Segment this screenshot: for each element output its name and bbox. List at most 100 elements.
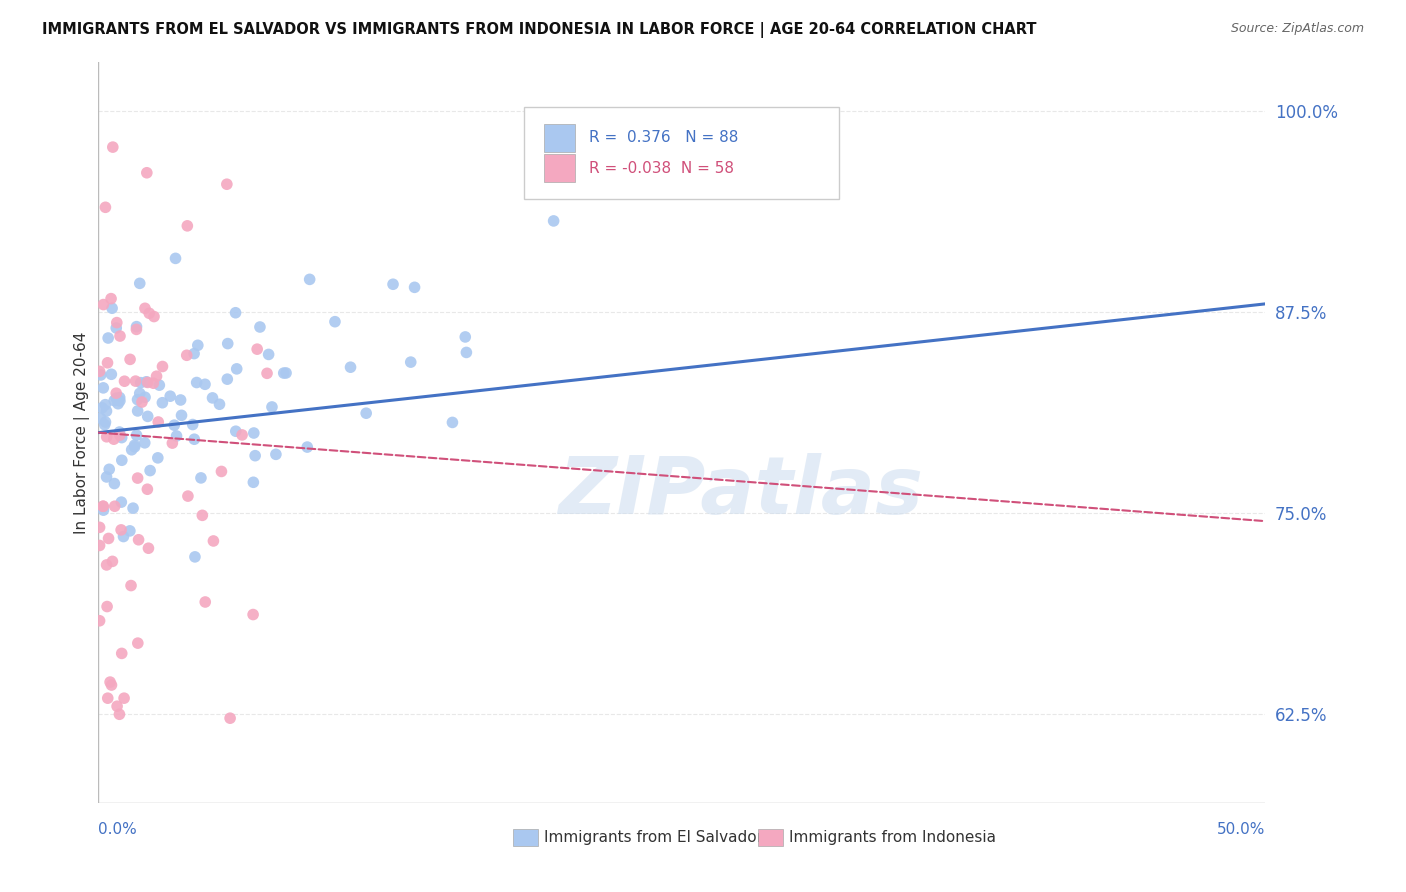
Point <box>166 429 188 443</box>
Point <box>152 359 174 374</box>
Point <box>135 375 157 389</box>
Point <box>120 578 142 592</box>
Point <box>125 428 148 442</box>
Point <box>100 368 122 382</box>
FancyBboxPatch shape <box>758 829 783 847</box>
Point <box>231 428 253 442</box>
Point <box>194 377 217 392</box>
Point <box>297 440 319 454</box>
Point <box>181 417 204 432</box>
Point <box>118 524 141 538</box>
Point <box>89 364 111 378</box>
Point <box>98 675 121 690</box>
Point <box>142 376 165 391</box>
Point <box>219 711 242 725</box>
Point <box>184 549 207 564</box>
Point <box>217 372 239 386</box>
Point <box>209 465 232 479</box>
Point <box>136 376 159 390</box>
Point <box>127 392 149 407</box>
Point <box>125 322 148 336</box>
Point <box>100 292 122 306</box>
Point <box>242 475 264 490</box>
Point <box>96 430 118 444</box>
Text: 50.0%: 50.0% <box>1218 822 1265 837</box>
Point <box>89 614 111 628</box>
Point <box>162 436 184 450</box>
Point <box>134 301 156 316</box>
Point <box>93 503 115 517</box>
Point <box>120 352 142 367</box>
Point <box>110 523 132 537</box>
Point <box>225 362 247 376</box>
Text: Source: ZipAtlas.com: Source: ZipAtlas.com <box>1230 22 1364 36</box>
Point <box>101 301 124 316</box>
Point <box>103 393 125 408</box>
Point <box>91 500 114 514</box>
Point <box>165 252 187 266</box>
Point <box>129 376 152 390</box>
Point <box>249 320 271 334</box>
Point <box>96 599 118 614</box>
Text: R = -0.038  N = 58: R = -0.038 N = 58 <box>589 161 734 176</box>
Point <box>96 404 118 418</box>
Point <box>96 470 118 484</box>
Point <box>124 374 146 388</box>
Point <box>100 678 122 692</box>
Point <box>138 541 160 556</box>
Point <box>125 319 148 334</box>
Point <box>124 440 146 454</box>
Point <box>111 647 134 661</box>
Point <box>114 374 136 388</box>
Point <box>136 482 159 496</box>
Point <box>441 416 464 430</box>
Point <box>122 501 145 516</box>
Point <box>108 329 131 343</box>
Text: R =  0.376   N = 88: R = 0.376 N = 88 <box>589 130 738 145</box>
Point <box>176 219 198 233</box>
Point <box>112 530 135 544</box>
Point <box>108 393 131 408</box>
Point <box>146 450 169 465</box>
Point <box>260 400 283 414</box>
Point <box>105 386 128 401</box>
Point <box>183 346 205 360</box>
Point <box>208 397 231 411</box>
Point <box>105 391 128 405</box>
Point <box>169 392 191 407</box>
Point <box>190 471 212 485</box>
Point <box>108 391 131 405</box>
Point <box>127 636 149 650</box>
Point <box>121 442 143 457</box>
Point <box>225 306 247 320</box>
FancyBboxPatch shape <box>513 829 538 847</box>
Point <box>148 378 170 392</box>
Point <box>183 432 205 446</box>
Point <box>131 395 153 409</box>
Point <box>128 386 150 401</box>
Point <box>89 520 111 534</box>
Point <box>256 367 278 381</box>
Point <box>103 432 125 446</box>
Point <box>101 554 124 568</box>
Point <box>108 707 131 722</box>
Point <box>273 366 295 380</box>
Point <box>108 425 131 439</box>
Point <box>323 315 346 329</box>
Point <box>111 453 134 467</box>
Point <box>104 500 127 514</box>
Text: IMMIGRANTS FROM EL SALVADOR VS IMMIGRANTS FROM INDONESIA IN LABOR FORCE | AGE 20: IMMIGRANTS FROM EL SALVADOR VS IMMIGRANT… <box>42 22 1036 38</box>
Point <box>456 345 478 359</box>
Point <box>191 508 214 523</box>
Point <box>177 489 200 503</box>
Point <box>139 464 162 478</box>
Point <box>134 390 156 404</box>
Point <box>128 533 150 547</box>
Text: Immigrants from El Salvador: Immigrants from El Salvador <box>544 830 763 845</box>
Y-axis label: In Labor Force | Age 20-64: In Labor Force | Age 20-64 <box>75 332 90 533</box>
Text: 0.0%: 0.0% <box>98 822 138 837</box>
Point <box>93 417 115 432</box>
Point <box>186 376 208 390</box>
Point <box>246 342 269 356</box>
Point <box>264 447 287 461</box>
